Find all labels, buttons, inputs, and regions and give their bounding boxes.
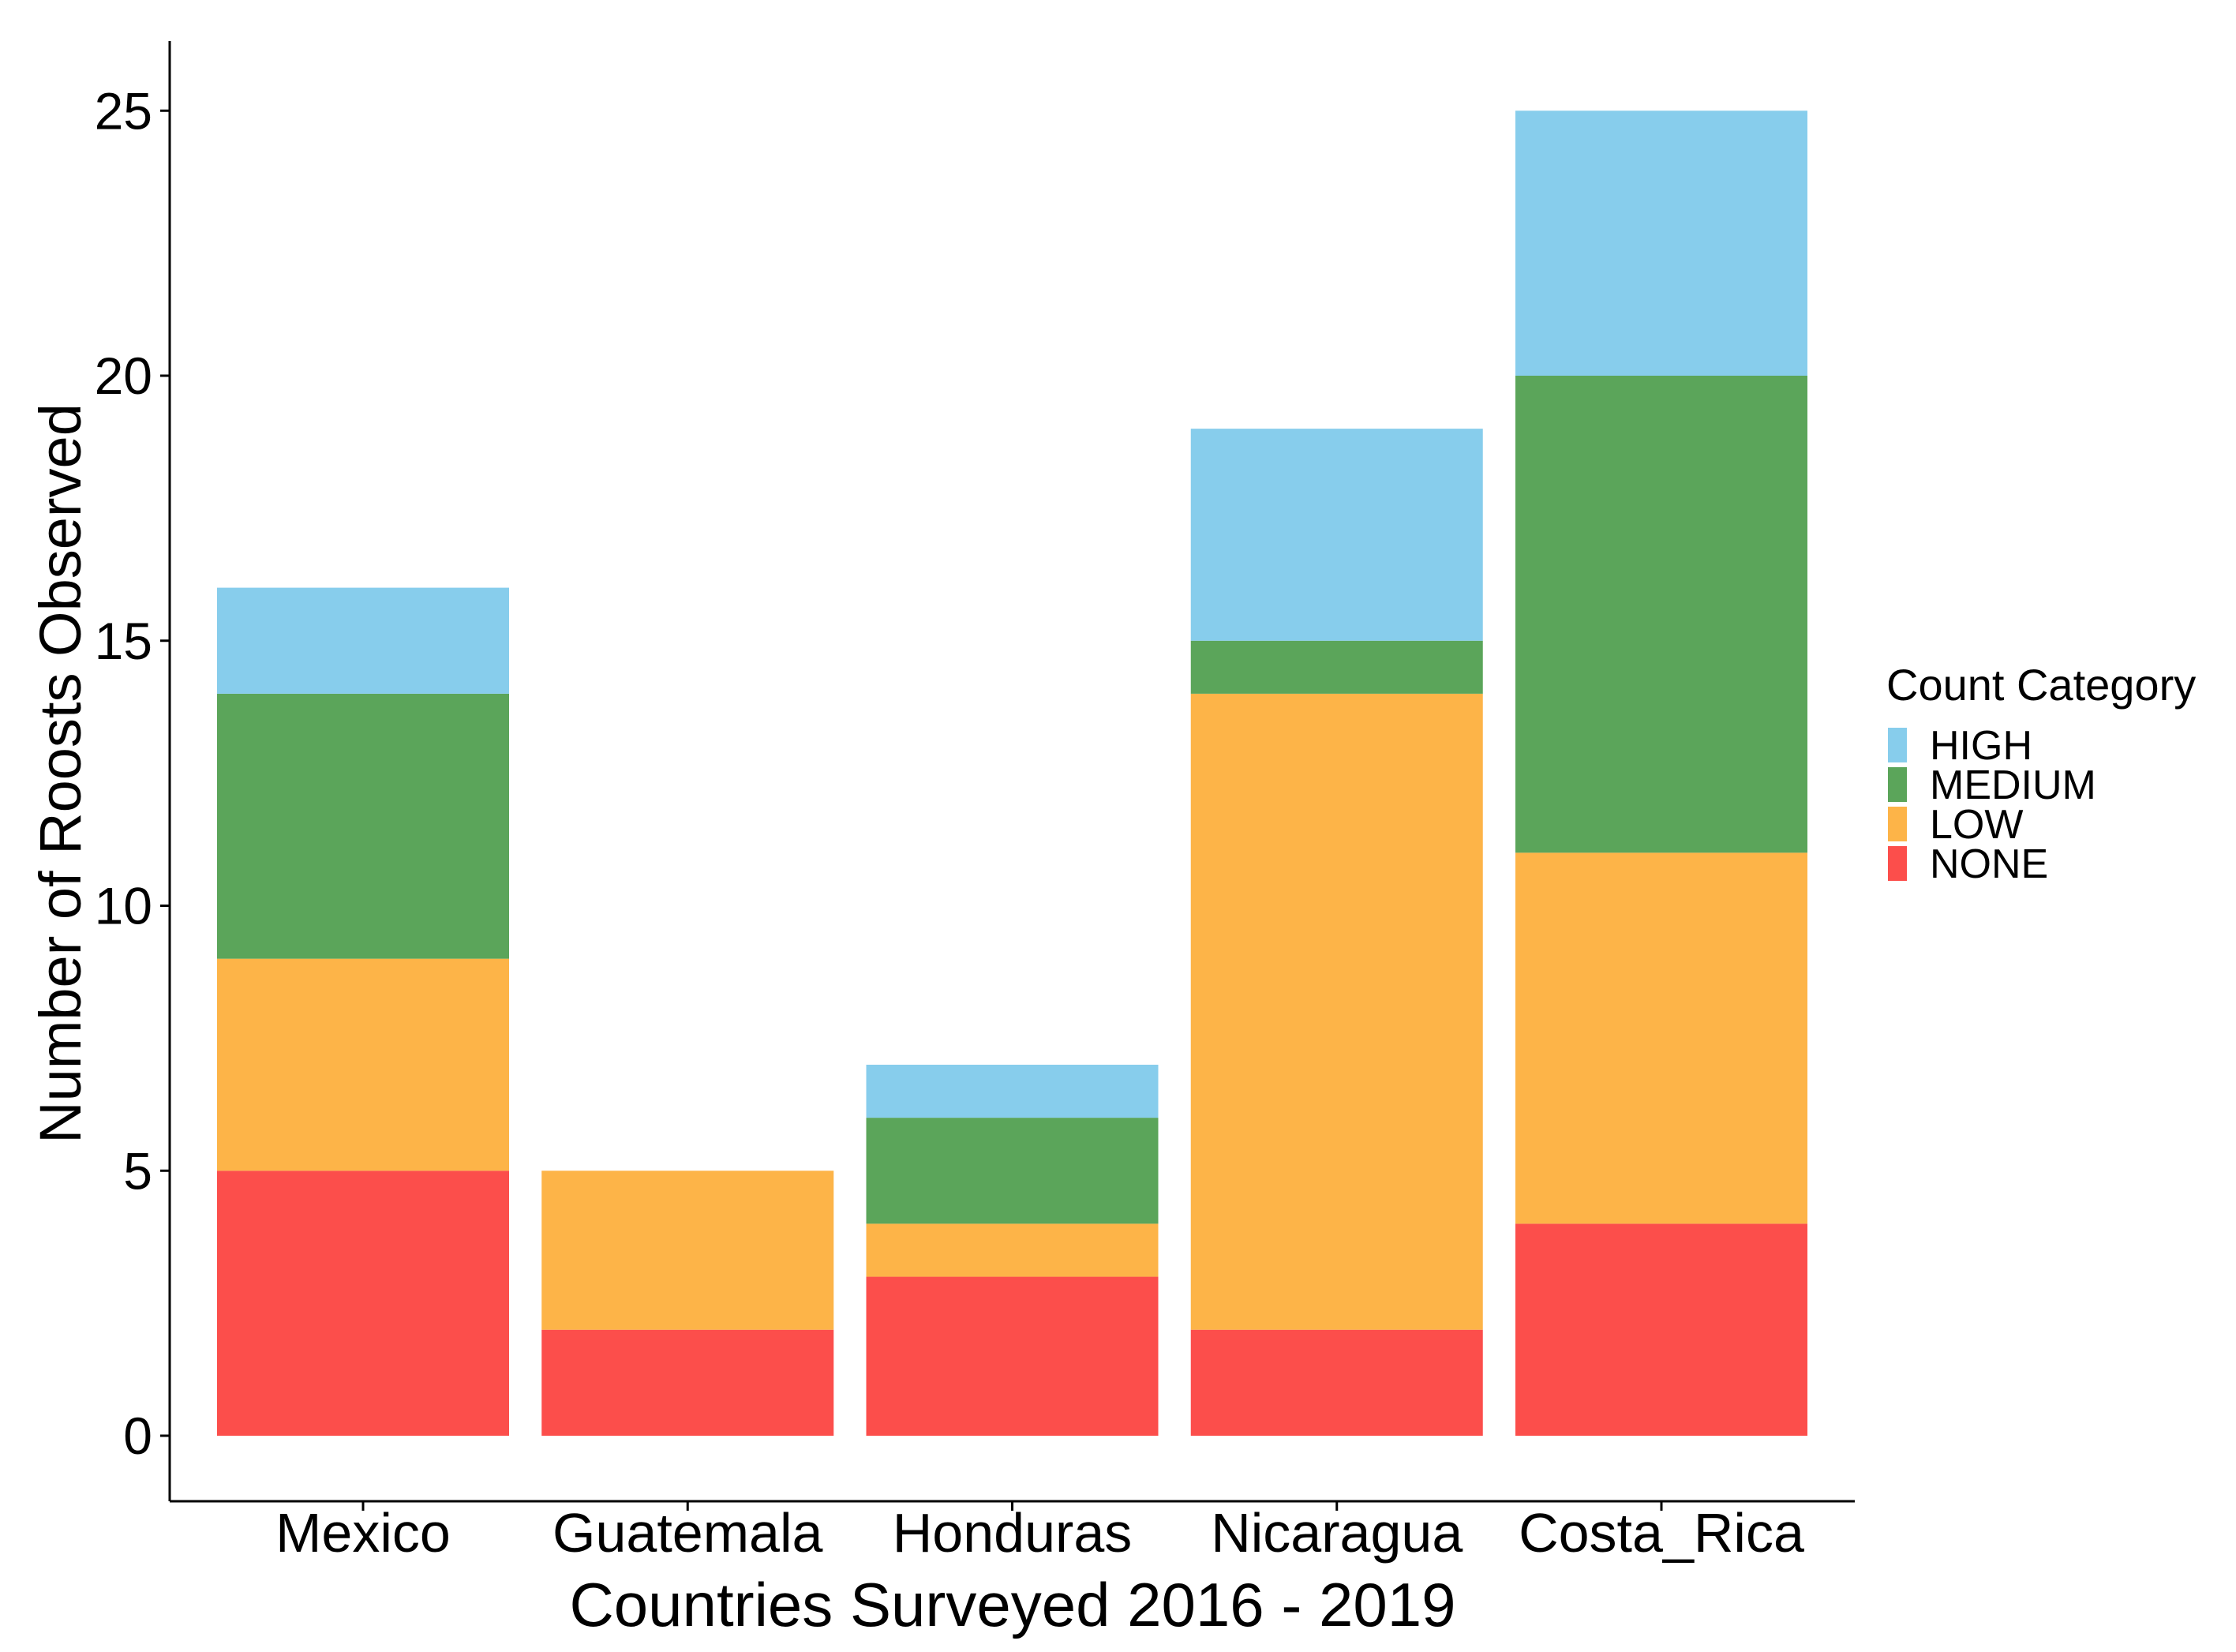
y-tick-label: 10	[95, 877, 152, 935]
x-tick-label: Nicaragua	[1211, 1502, 1463, 1564]
bars	[217, 111, 1807, 1436]
bar-segment-costa-rica-low	[1515, 852, 1807, 1224]
bar-segment-nicaragua-none	[1190, 1329, 1483, 1436]
bar-segment-guatemala-low	[541, 1171, 834, 1330]
bar-segment-honduras-none	[866, 1276, 1159, 1436]
x-tick-label: Costa_Rica	[1519, 1502, 1804, 1564]
bar-segment-mexico-high	[217, 587, 509, 694]
y-tick-label: 25	[95, 81, 152, 140]
bar-segment-nicaragua-high	[1190, 429, 1483, 641]
legend-swatch-high	[1888, 728, 1907, 762]
y-tick-label: 20	[95, 347, 152, 405]
legend-swatch-low	[1888, 807, 1907, 841]
bar-segment-costa-rica-medium	[1515, 376, 1807, 853]
y-tick-label: 0	[123, 1407, 152, 1465]
x-ticks: Mexico Guatemala Honduras Nicaragua Costa_Ri…	[275, 1501, 1804, 1564]
bar-segment-costa-rica-none	[1515, 1223, 1807, 1436]
bar-segment-nicaragua-medium	[1190, 640, 1483, 694]
x-tick-label: Mexico	[275, 1502, 451, 1564]
bar-segment-honduras-medium	[866, 1118, 1159, 1224]
legend-swatch-none	[1888, 846, 1907, 881]
legend-label-low: LOW	[1930, 802, 2023, 848]
y-tick-label: 15	[95, 612, 152, 670]
legend-label-high: HIGH	[1930, 723, 2032, 769]
bar-segment-nicaragua-low	[1190, 693, 1483, 1330]
x-tick-label: Guatemala	[552, 1502, 822, 1564]
bar-segment-mexico-none	[217, 1171, 509, 1436]
legend-label-none: NONE	[1930, 841, 2048, 887]
legend-label-medium: MEDIUM	[1930, 762, 2096, 808]
bar-segment-mexico-medium	[217, 693, 509, 959]
bar-segment-costa-rica-high	[1515, 111, 1807, 376]
x-tick-label: Honduras	[893, 1502, 1133, 1564]
y-axis-title: Number of Roosts Observed	[28, 403, 93, 1144]
y-ticks: 0 5 10 15 20 25	[95, 81, 170, 1465]
bar-segment-honduras-low	[866, 1223, 1159, 1277]
y-tick-label: 5	[123, 1141, 152, 1200]
legend-swatch-medium	[1888, 767, 1907, 802]
bar-segment-guatemala-none	[541, 1329, 834, 1436]
bar-segment-mexico-low	[217, 958, 509, 1171]
bar-segment-honduras-high	[866, 1064, 1159, 1118]
x-axis-title: Countries Surveyed 2016 - 2019	[569, 1570, 1455, 1639]
legend-title: Count Category	[1886, 660, 2196, 710]
